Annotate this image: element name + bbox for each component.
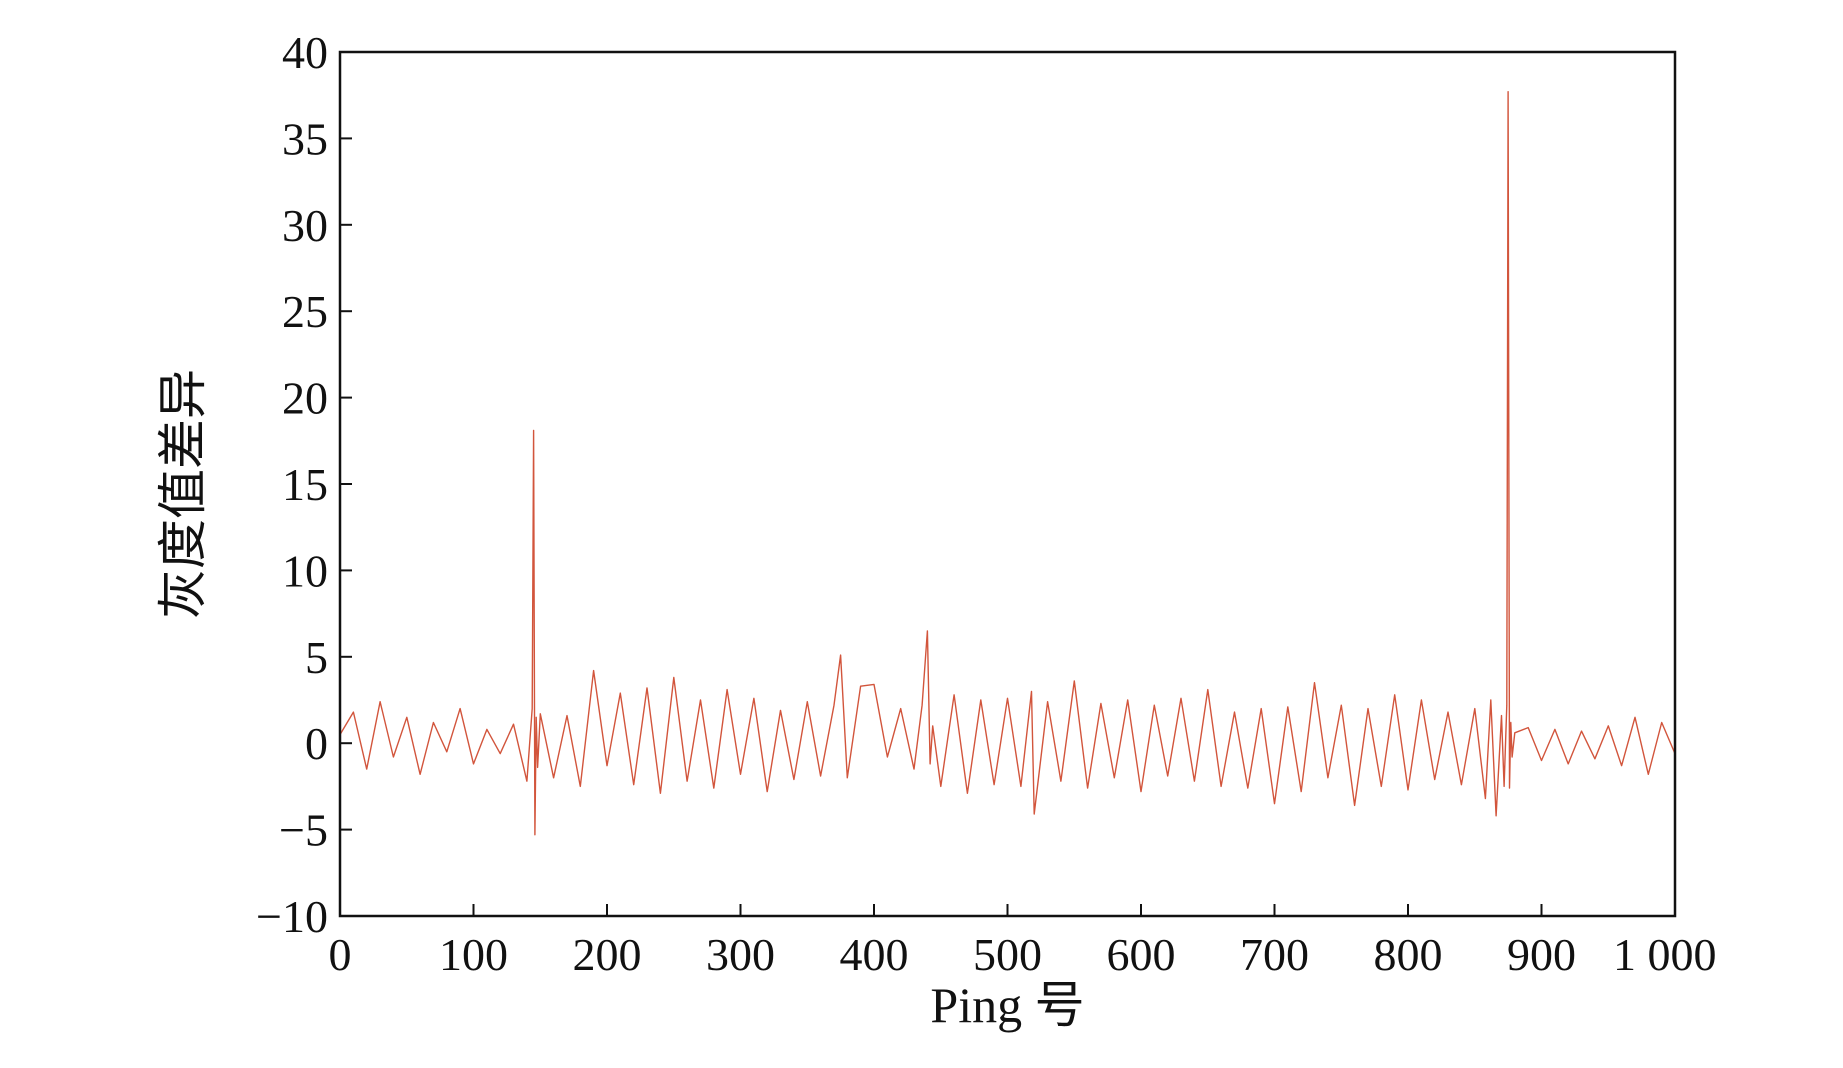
y-axis: −10 −5 0 5 10 15 20 25 30 35 40 <box>256 27 352 942</box>
y-tick-label: 15 <box>282 459 328 510</box>
x-tick-label: 200 <box>573 929 642 980</box>
x-axis: 0 100 200 300 400 500 600 700 800 900 1 000 <box>329 904 1717 980</box>
y-tick-label: 25 <box>282 286 328 337</box>
y-tick-label: −10 <box>256 891 328 942</box>
x-tick-label: 800 <box>1374 929 1443 980</box>
y-tick-label: −5 <box>279 805 328 856</box>
y-tick-label: 20 <box>282 373 328 424</box>
y-tick-label: 5 <box>305 632 328 683</box>
y-tick-label: 10 <box>282 545 328 596</box>
x-tick-label: 100 <box>439 929 508 980</box>
series-group <box>339 90 1676 836</box>
x-tick-label: 700 <box>1240 929 1309 980</box>
x-tick-label: 500 <box>973 929 1042 980</box>
plot-frame <box>338 50 1677 918</box>
x-tick-label: 400 <box>840 929 909 980</box>
x-tick-label: 0 <box>329 929 352 980</box>
x-tick-label: 1 000 <box>1613 929 1717 980</box>
y-tick-label: 30 <box>282 200 328 251</box>
y-axis-title: 灰度值差异 <box>155 369 211 619</box>
y-tick-label: 35 <box>282 113 328 164</box>
x-tick-label: 900 <box>1507 929 1576 980</box>
y-tick-label: 0 <box>305 718 328 769</box>
y-tick-label: 40 <box>282 27 328 78</box>
x-tick-label: 300 <box>706 929 775 980</box>
x-tick-label: 600 <box>1107 929 1176 980</box>
x-axis-title: Ping 号 <box>930 977 1084 1033</box>
series-line-0 <box>339 90 1676 836</box>
